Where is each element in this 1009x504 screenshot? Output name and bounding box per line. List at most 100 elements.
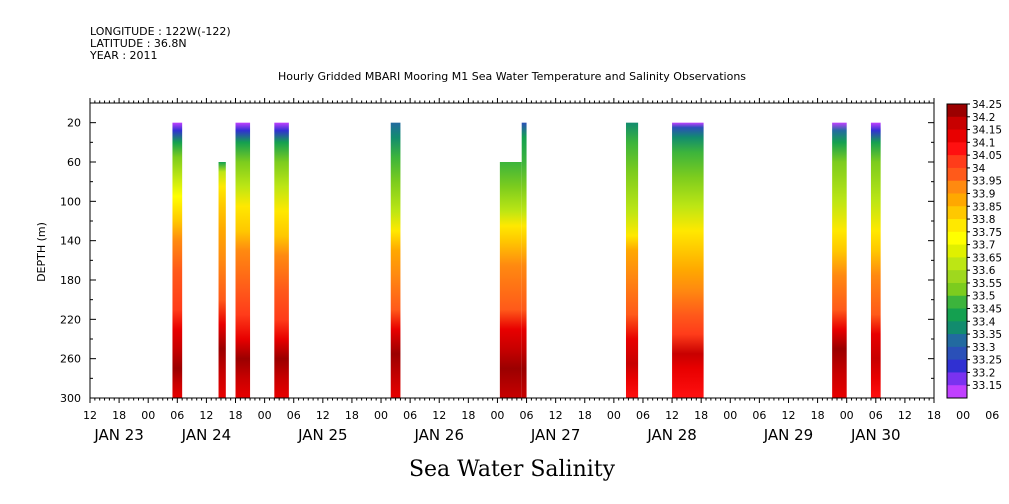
colorbar-swatch (947, 334, 967, 348)
colorbar-swatch (947, 385, 967, 399)
data-column (870, 122, 881, 399)
y-tick-label: 140 (60, 235, 81, 248)
colorbar-label: 34.25 (972, 99, 1002, 111)
x-tick-label: 00 (840, 409, 854, 422)
colorbar-label: 33.6 (972, 265, 996, 277)
colorbar-label: 33.7 (972, 240, 995, 252)
colorbar-label: 33.95 (972, 176, 1002, 188)
x-tick-label: 12 (432, 409, 446, 422)
colorbar-swatch (947, 155, 967, 169)
y-tick-label: 300 (60, 392, 81, 405)
colorbar-swatch (947, 244, 967, 258)
x-day-label: JAN 29 (763, 426, 814, 444)
chart-title: Hourly Gridded MBARI Mooring M1 Sea Wate… (278, 70, 746, 83)
axes: 12 18 00 06 12 18 00 06 12 18 00 06 12 18 00 06 12 18 00 06… (60, 98, 999, 444)
colorbar-swatch (947, 142, 967, 156)
data-column (172, 122, 183, 399)
x-tick-label: 00 (141, 409, 155, 422)
x-tick-label: 12 (781, 409, 795, 422)
colorbar-swatch (947, 308, 967, 322)
colorbar-swatch (947, 206, 967, 220)
x-tick-label: 06 (170, 409, 184, 422)
data-column (274, 122, 289, 399)
data-column (499, 162, 522, 398)
x-tick-label: 00 (258, 409, 272, 422)
data-column (218, 162, 226, 398)
y-tick-label: 60 (67, 156, 81, 169)
colorbar-swatch (947, 219, 967, 233)
x-tick-label: 00 (607, 409, 621, 422)
colorbar-label: 33.35 (972, 329, 1002, 341)
x-tick-label: 18 (112, 409, 126, 422)
data-column (521, 122, 527, 399)
x-tick-label: 12 (316, 409, 330, 422)
colorbar-swatch (947, 231, 967, 246)
x-tick-label: 18 (461, 409, 475, 422)
x-tick-label: 18 (578, 409, 592, 422)
x-tick-label: 06 (869, 409, 883, 422)
colorbar-swatch (947, 282, 967, 297)
colorbar-label: 33.25 (972, 355, 1002, 367)
x-day-label: JAN 24 (181, 426, 232, 444)
colorbar-swatch (947, 167, 967, 182)
x-tick-label: 06 (287, 409, 301, 422)
colorbar-swatch (947, 372, 967, 386)
x-day-label: JAN 23 (93, 426, 144, 444)
x-tick-label: 06 (636, 409, 650, 422)
x-tick-label: 12 (199, 409, 213, 422)
colorbar-label: 33.3 (972, 342, 995, 354)
x-tick-label: 00 (374, 409, 388, 422)
x-day-label: JAN 28 (646, 426, 697, 444)
year-label: YEAR : 2011 (89, 49, 158, 62)
x-tick-label: 06 (752, 409, 766, 422)
colorbar-swatch (947, 129, 967, 143)
y-tick-label: 180 (60, 274, 81, 287)
x-tick-label: 18 (229, 409, 243, 422)
x-tick-label: 18 (694, 409, 708, 422)
y-tick-label: 20 (67, 117, 81, 130)
colorbar-swatch (947, 104, 967, 118)
data-column (235, 122, 251, 399)
colorbar-swatch (947, 180, 967, 194)
x-tick-label: 00 (490, 409, 504, 422)
latitude-label: LATITUDE : 36.8N (90, 37, 187, 50)
colorbar-label: 33.55 (972, 278, 1002, 290)
colorbar-swatch (947, 270, 967, 284)
colorbar-swatch (947, 116, 967, 131)
colorbar-label: 33.15 (972, 380, 1002, 392)
x-tick-label: 12 (898, 409, 912, 422)
colorbar-label: 34.2 (972, 112, 995, 124)
x-tick-label: 12 (665, 409, 679, 422)
colorbar-label: 34 (972, 163, 986, 175)
x-day-label: JAN 26 (413, 426, 464, 444)
x-tick-label: 18 (927, 409, 941, 422)
data-column (625, 122, 639, 399)
x-day-label: JAN 30 (850, 426, 901, 444)
colorbar-label: 33.75 (972, 227, 1002, 239)
colorbar-label: 33.5 (972, 291, 995, 303)
colorbar: 34.2534.234.1534.134.053433.9533.933.853… (946, 99, 1002, 399)
y-tick-label: 100 (60, 195, 81, 208)
colorbar-label: 33.85 (972, 201, 1002, 213)
y-tick-label: 260 (60, 353, 81, 366)
colorbar-swatch (947, 346, 967, 361)
y-tick-label: 220 (60, 313, 81, 326)
longitude-label: LONGITUDE : 122W(-122) (90, 25, 231, 38)
x-tick-label: 12 (549, 409, 563, 422)
colorbar-swatch (947, 359, 967, 373)
colorbar-frame (946, 103, 968, 399)
data-columns (172, 122, 881, 399)
colorbar-swatch (947, 193, 967, 207)
x-day-label: JAN 25 (297, 426, 348, 444)
colorbar-swatch (947, 295, 967, 310)
colorbar-label: 34.05 (972, 150, 1002, 162)
x-tick-label: 06 (985, 409, 999, 422)
colorbar-label: 34.1 (972, 137, 995, 149)
colorbar-swatch (947, 321, 967, 335)
x-tick-label: 06 (520, 409, 534, 422)
data-column (832, 122, 847, 399)
x-tick-label: 18 (811, 409, 825, 422)
x-axis-title: Sea Water Salinity (409, 457, 616, 482)
x-day-label: JAN 27 (530, 426, 581, 444)
